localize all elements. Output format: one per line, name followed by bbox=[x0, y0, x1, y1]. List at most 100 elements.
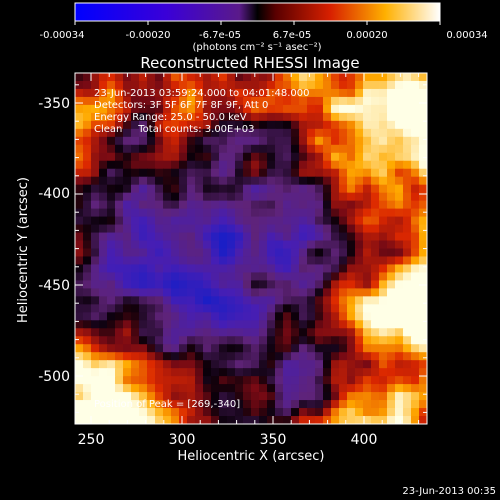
heatmap-cell bbox=[195, 248, 204, 258]
heatmap-cell bbox=[315, 352, 324, 361]
heatmap-cell bbox=[307, 288, 316, 297]
heatmap-cell bbox=[403, 416, 412, 424]
heatmap-cell bbox=[379, 248, 388, 258]
heatmap-cell bbox=[99, 336, 108, 345]
heatmap-cell bbox=[331, 256, 340, 266]
heatmap-cell bbox=[171, 336, 180, 345]
heatmap-cell bbox=[339, 208, 348, 218]
heatmap-cell bbox=[275, 112, 284, 122]
heatmap-cell bbox=[267, 96, 276, 106]
heatmap-cell bbox=[315, 120, 324, 130]
heatmap-cell bbox=[235, 384, 244, 393]
heatmap-cell bbox=[363, 408, 372, 417]
heatmap-cell bbox=[195, 73, 204, 82]
heatmap-cell bbox=[163, 280, 172, 289]
heatmap-cell bbox=[283, 296, 292, 305]
heatmap-cell bbox=[99, 232, 108, 242]
heatmap-cell bbox=[315, 312, 324, 321]
heatmap-cell bbox=[155, 272, 164, 282]
heatmap-cell bbox=[123, 128, 132, 138]
heatmap-cell bbox=[283, 400, 292, 409]
heatmap-cell bbox=[139, 120, 148, 130]
heatmap-cell bbox=[195, 280, 204, 289]
heatmap-cell bbox=[315, 176, 324, 186]
heatmap-cell bbox=[139, 144, 148, 154]
heatmap-cell bbox=[187, 280, 196, 289]
heatmap-cell bbox=[363, 240, 372, 250]
heatmap-cell bbox=[163, 112, 172, 122]
heatmap-cell bbox=[123, 288, 132, 297]
heatmap-cell bbox=[411, 400, 420, 409]
y-axis-label: Heliocentric Y (arcsec) bbox=[16, 177, 31, 323]
heatmap-cell bbox=[395, 144, 404, 154]
heatmap-cell bbox=[403, 168, 412, 178]
heatmap-cell bbox=[75, 296, 84, 305]
heatmap-cell bbox=[299, 216, 308, 226]
heatmap-cell bbox=[275, 288, 284, 297]
heatmap-cell bbox=[155, 328, 164, 337]
heatmap-cell bbox=[235, 360, 244, 369]
heatmap-cell bbox=[243, 128, 252, 138]
heatmap-cell bbox=[115, 248, 124, 258]
heatmap-cell bbox=[267, 88, 276, 98]
heatmap-cell bbox=[251, 224, 260, 234]
heatmap-cell bbox=[363, 160, 372, 170]
heatmap-cell bbox=[379, 120, 388, 130]
heatmap-cell bbox=[163, 176, 172, 186]
heatmap-cell bbox=[131, 224, 140, 234]
heatmap-cell bbox=[99, 328, 108, 337]
heatmap-cell bbox=[267, 368, 276, 377]
heatmap-cell bbox=[91, 136, 100, 146]
heatmap-cell bbox=[243, 368, 252, 377]
heatmap-cell bbox=[411, 160, 420, 170]
heatmap-cell bbox=[187, 416, 196, 424]
heatmap-cell bbox=[403, 408, 412, 417]
heatmap-cell bbox=[403, 208, 412, 218]
heatmap-cell bbox=[91, 384, 100, 393]
heatmap-cell bbox=[75, 224, 84, 234]
heatmap-cell bbox=[163, 104, 172, 114]
heatmap-cell bbox=[379, 288, 388, 297]
heatmap-cell bbox=[147, 88, 156, 98]
heatmap-cell bbox=[403, 136, 412, 146]
heatmap-cell bbox=[395, 368, 404, 377]
heatmap-cell bbox=[355, 312, 364, 321]
heatmap-cell bbox=[267, 200, 276, 210]
heatmap-cell bbox=[307, 264, 316, 274]
colorbar-ticks bbox=[74, 21, 441, 25]
heatmap-cell bbox=[115, 384, 124, 393]
heatmap-cell bbox=[155, 104, 164, 114]
heatmap-cell bbox=[379, 73, 388, 82]
heatmap-cell bbox=[331, 73, 340, 82]
heatmap-cell bbox=[323, 152, 332, 162]
heatmap-cell bbox=[139, 216, 148, 226]
heatmap-cell bbox=[179, 312, 188, 321]
heatmap-cell bbox=[131, 96, 140, 106]
heatmap-cell bbox=[147, 160, 156, 170]
heatmap-cell bbox=[139, 320, 148, 329]
heatmap-cell bbox=[419, 288, 427, 297]
heatmap-cell bbox=[243, 232, 252, 242]
heatmap-cell bbox=[147, 96, 156, 106]
heatmap-cell bbox=[107, 88, 116, 98]
heatmap-cell bbox=[259, 328, 268, 337]
heatmap-cell bbox=[411, 208, 420, 218]
heatmap-cell bbox=[171, 256, 180, 266]
heatmap-cell bbox=[267, 184, 276, 194]
heatmap-cell bbox=[179, 192, 188, 202]
heatmap-cell bbox=[243, 336, 252, 345]
heatmap-cell bbox=[147, 280, 156, 289]
heatmap-cell bbox=[203, 224, 212, 234]
heatmap-cell bbox=[339, 152, 348, 162]
heatmap-cell bbox=[227, 224, 236, 234]
heatmap-cell bbox=[291, 264, 300, 274]
heatmap-cell bbox=[131, 320, 140, 329]
heatmap-cell bbox=[411, 384, 420, 393]
heatmap-cell bbox=[387, 88, 396, 98]
heatmap-cell bbox=[75, 152, 84, 162]
heatmap-cell bbox=[299, 312, 308, 321]
heatmap-cell bbox=[371, 136, 380, 146]
heatmap-cell bbox=[379, 128, 388, 138]
heatmap-cell bbox=[251, 112, 260, 122]
heatmap-cell bbox=[347, 376, 356, 385]
